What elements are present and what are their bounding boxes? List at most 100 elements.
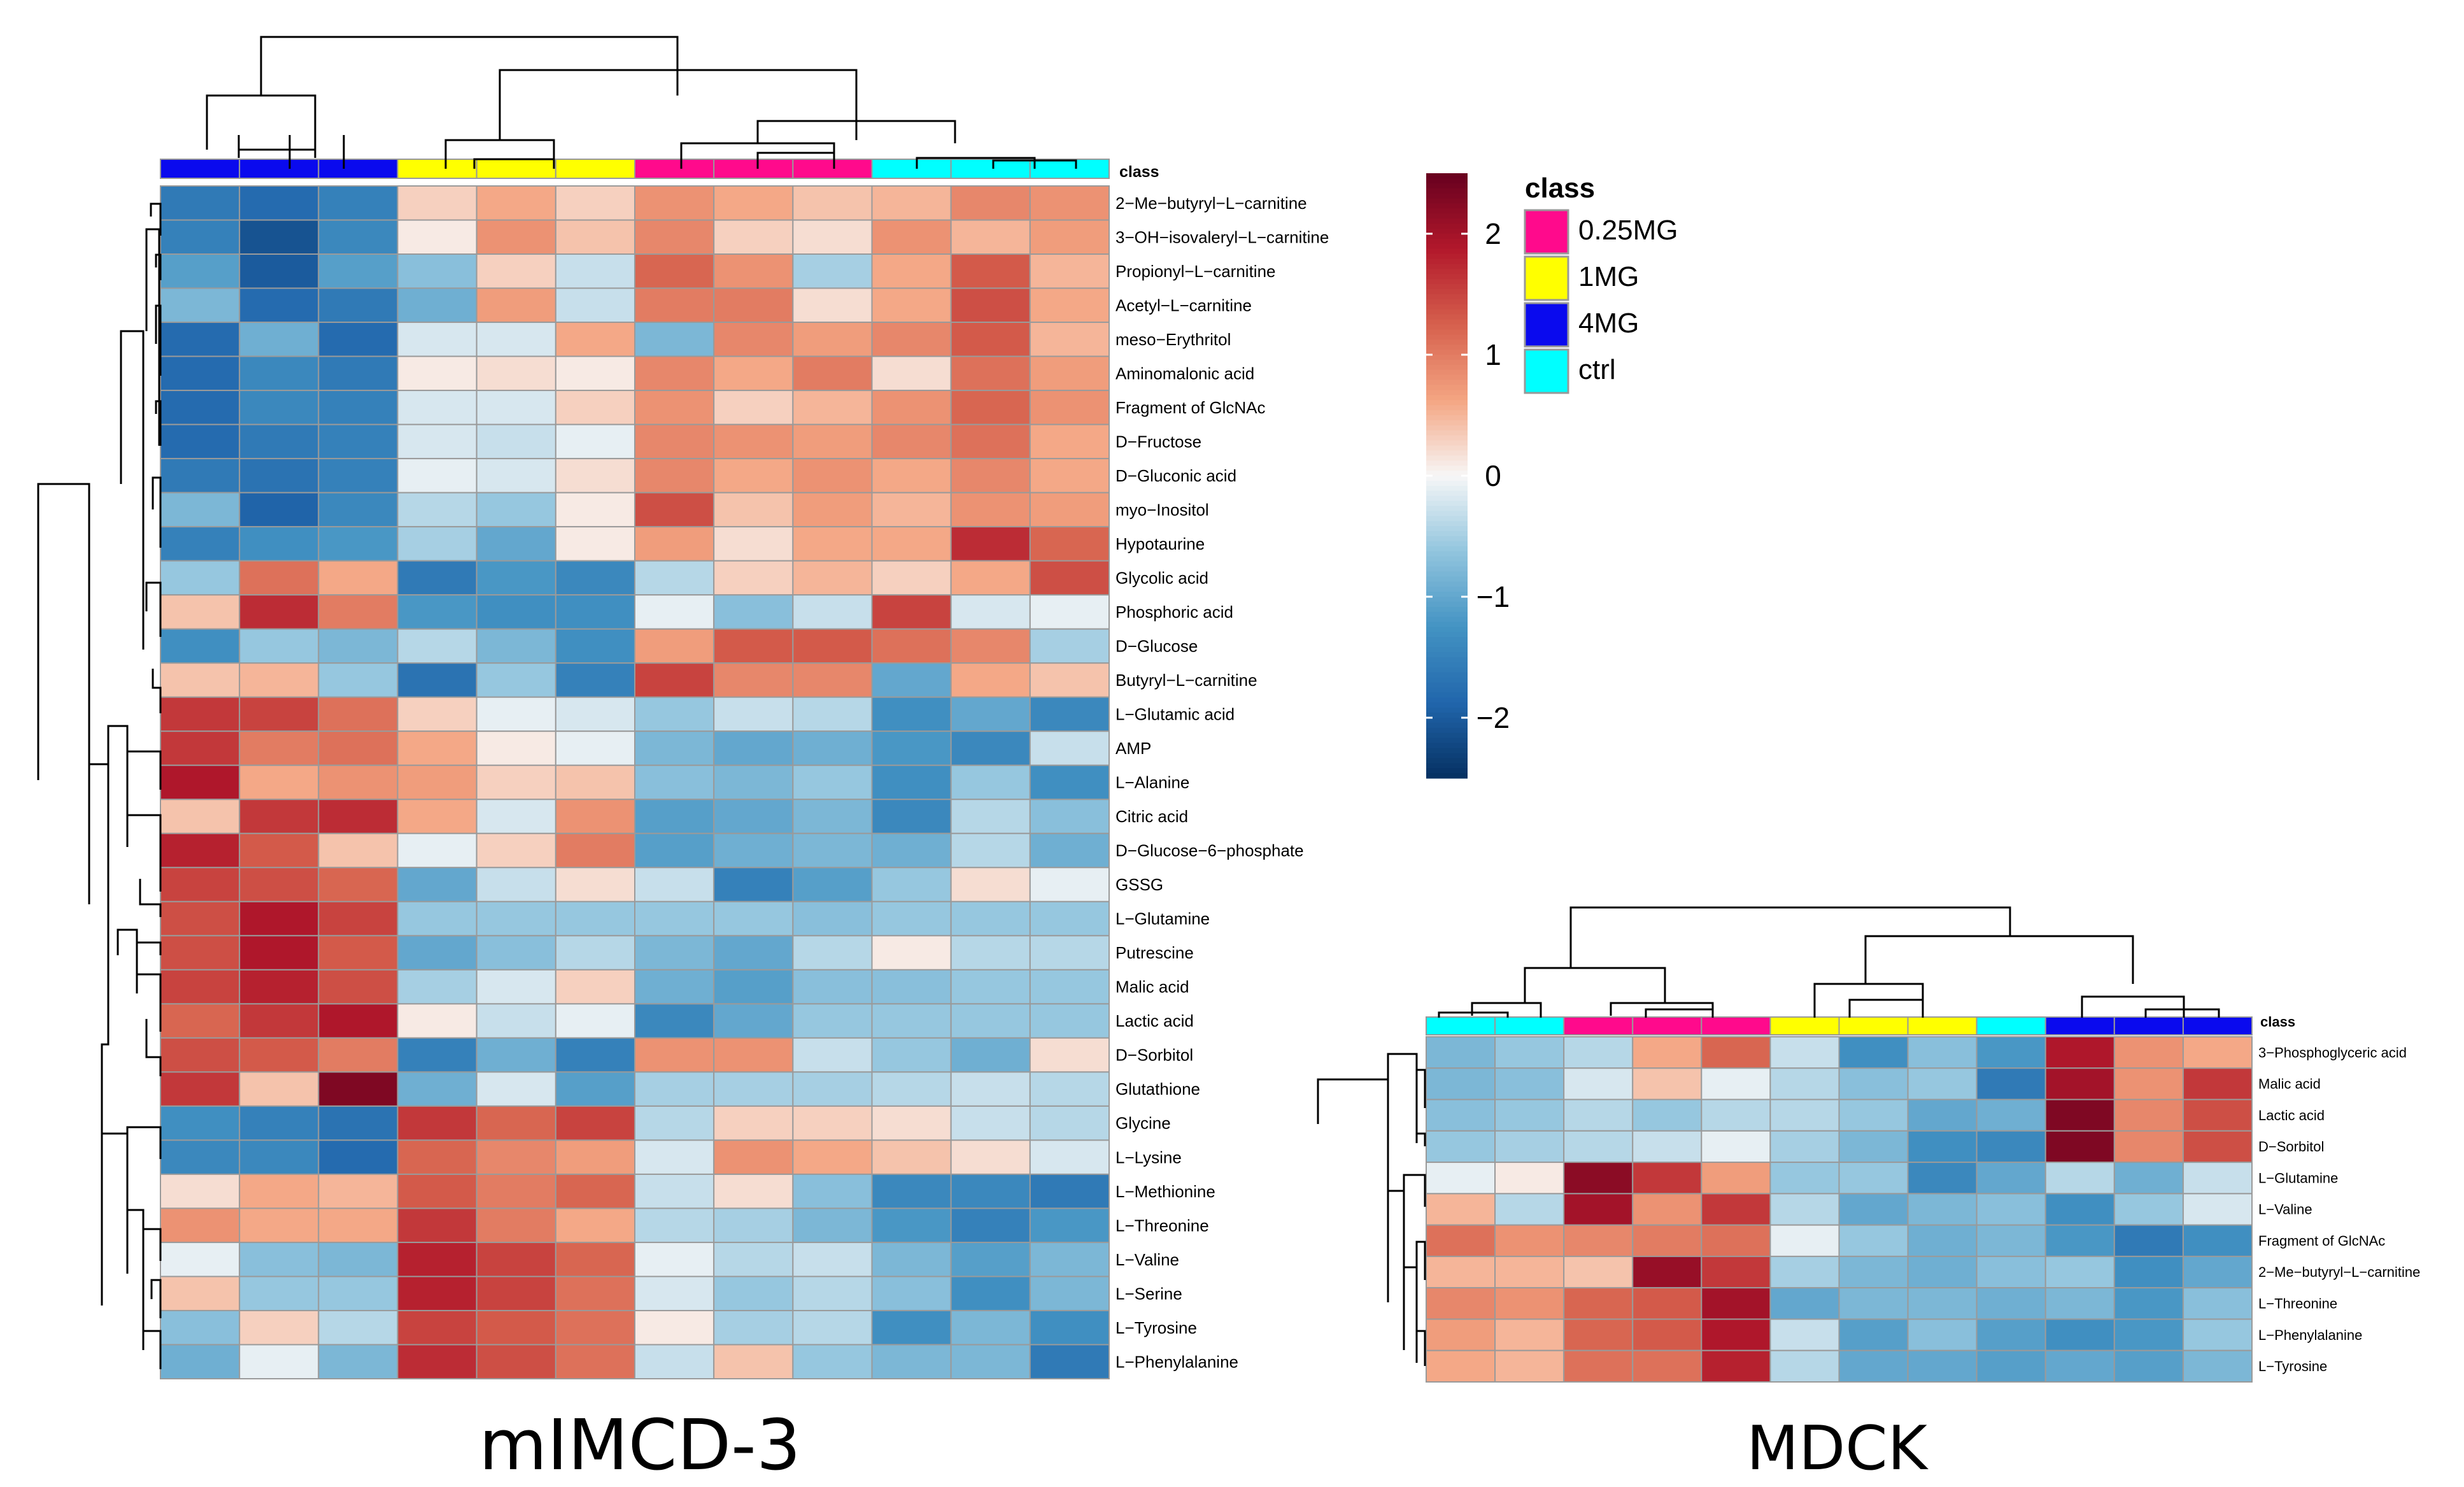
colorbar-segment xyxy=(1426,587,1468,592)
heatmap-cell xyxy=(871,322,952,357)
heatmap-cell xyxy=(1632,1349,1703,1383)
heatmap-cell xyxy=(239,1207,320,1243)
heatmap-cell xyxy=(950,764,1031,800)
heatmap-cell xyxy=(792,696,873,732)
heatmap-cell xyxy=(476,560,556,596)
heatmap-cell xyxy=(634,458,715,494)
heatmap-cell xyxy=(1029,1071,1110,1107)
heatmap-cell xyxy=(476,390,556,425)
colorbar-segment xyxy=(1426,622,1468,628)
heatmap-cell xyxy=(160,560,241,596)
heatmap-cell xyxy=(634,696,715,732)
heatmap-cell xyxy=(476,628,556,664)
colorbar-tick-label: 0 xyxy=(1485,459,1501,492)
class-cell xyxy=(2182,1016,2253,1035)
colorbar-segment xyxy=(1426,677,1468,683)
heatmap-cell xyxy=(397,1344,478,1379)
heatmap-cell xyxy=(950,560,1031,596)
heatmap-cell xyxy=(1029,322,1110,357)
heatmap-cell xyxy=(634,185,715,221)
heatmap-cell xyxy=(1701,1099,1771,1132)
heatmap-cell xyxy=(397,1139,478,1175)
col-dendro-025 xyxy=(680,142,835,169)
col-dendro-root-mdck xyxy=(1569,906,2011,968)
heatmap-cell xyxy=(1494,1162,1565,1195)
row-labels-mimcd3: 2−Me−butyryl−L−carnitine 3−OH−isovaleryl−… xyxy=(1115,194,1329,1371)
heatmap-cell xyxy=(713,935,794,971)
heatmap-cell xyxy=(1907,1255,1978,1289)
colorbar-segment xyxy=(1426,708,1468,713)
colorbar-segment xyxy=(1426,763,1468,769)
heatmap-cell xyxy=(318,526,399,562)
row-label: D−Gluconic acid xyxy=(1115,466,1236,485)
heatmap-cell xyxy=(2182,1287,2253,1320)
heatmap-cell xyxy=(239,594,320,630)
heatmap-cell xyxy=(950,355,1031,392)
heatmap-cell xyxy=(555,662,635,698)
colorbar-segment xyxy=(1426,737,1468,744)
heatmap-cell xyxy=(634,867,715,902)
colorbar-segment xyxy=(1426,350,1468,355)
heatmap-cell xyxy=(792,219,873,255)
colorbar-segment xyxy=(1426,294,1468,300)
heatmap-cell xyxy=(1494,1318,1565,1351)
heatmap-cell xyxy=(318,969,399,1005)
heatmap-cell xyxy=(476,1037,556,1073)
colorbar-segment xyxy=(1426,440,1468,446)
heatmap-cell xyxy=(1632,1287,1703,1320)
colorbar-segment xyxy=(1426,722,1468,729)
class-annotation-label-mdck: class xyxy=(2260,1014,2295,1030)
row-label: AMP xyxy=(1115,739,1151,758)
colorbar-segment xyxy=(1426,450,1468,456)
heatmap-cell xyxy=(555,867,635,902)
heatmap-cell xyxy=(950,185,1031,221)
colorbar-tick-label: −1 xyxy=(1476,580,1510,613)
heatmap-cell xyxy=(871,662,952,698)
colorbar-segment xyxy=(1426,516,1468,522)
colorbar-segment xyxy=(1426,718,1468,723)
heatmap-cell xyxy=(792,423,873,460)
row-dendro-root-mdck xyxy=(1317,1078,1389,1302)
heatmap-cell xyxy=(318,185,399,221)
colorbar-segment xyxy=(1426,385,1468,391)
class-cell xyxy=(1907,1016,1978,1035)
heatmap-cell xyxy=(713,1173,794,1209)
class-cell xyxy=(713,159,794,179)
row-label: L−Phenylalanine xyxy=(2258,1327,2362,1343)
colorbar-segment xyxy=(1426,536,1468,542)
heatmap-cell xyxy=(397,628,478,664)
heatmap-cell xyxy=(950,1071,1031,1107)
row-label: Fragment of GlcNAc xyxy=(2258,1233,2385,1249)
heatmap-cell xyxy=(555,799,635,834)
heatmap-cell xyxy=(713,799,794,834)
heatmap-cell xyxy=(713,1071,794,1107)
heatmap-cell xyxy=(1029,185,1110,221)
heatmap-cell xyxy=(160,1207,241,1243)
row-dendro-top-a xyxy=(145,228,160,446)
heatmap-cell xyxy=(160,322,241,357)
heatmap-cell xyxy=(476,1344,556,1379)
heatmap-cell xyxy=(1426,1162,1496,1195)
heatmap-cell xyxy=(1907,1130,1978,1163)
heatmap-cell xyxy=(792,764,873,800)
heatmap-cell xyxy=(318,1309,399,1346)
heatmap-cell xyxy=(950,253,1031,289)
heatmap-cell xyxy=(318,628,399,664)
colorbar-segment xyxy=(1426,581,1468,587)
class-cell xyxy=(2044,1016,2115,1035)
heatmap-cell xyxy=(2113,1099,2184,1132)
heatmap-cell xyxy=(318,219,399,255)
row-label: L−Valine xyxy=(1115,1250,1179,1269)
heatmap-cell xyxy=(1426,1349,1496,1383)
heatmap-cell xyxy=(634,1105,715,1141)
colorbar-segment xyxy=(1426,511,1468,516)
heatmap-cell xyxy=(476,1105,556,1141)
heatmap-cell xyxy=(713,390,794,425)
colorbar-segment xyxy=(1426,501,1468,507)
heatmap-cell xyxy=(792,900,873,937)
heatmap-cell xyxy=(1563,1349,1634,1383)
row-label: 2−Me−butyryl−L−carnitine xyxy=(1115,194,1307,213)
row-label: 2−Me−butyryl−L−carnitine xyxy=(2258,1264,2420,1280)
class-legend: class 0.25MG 1MG 4MG ctrl xyxy=(1524,173,1678,394)
heatmap-cell xyxy=(160,696,241,732)
